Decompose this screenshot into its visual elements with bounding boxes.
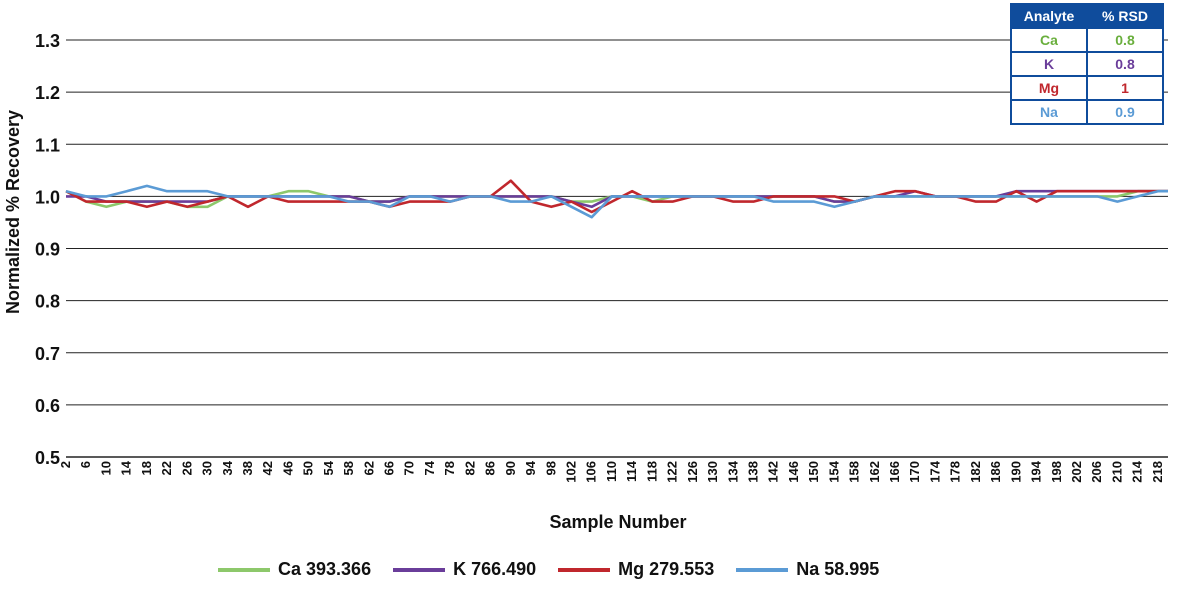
x-tick-label: 94 [523,460,538,475]
table-row: Na 0.9 [1010,99,1164,125]
x-tick-label: 114 [624,460,639,482]
x-tick-label: 90 [503,461,518,475]
y-tick-label: 0.9 [35,240,60,260]
x-tick-label: 158 [847,461,862,483]
legend-swatch [218,567,270,572]
legend-item-k: K 766.490 [393,559,536,580]
x-tick-label: 38 [240,461,255,475]
x-tick-label: 130 [705,461,720,483]
x-tick-label: 106 [584,461,599,483]
x-tick-label: 26 [179,461,194,475]
x-tick-label: 42 [260,461,275,475]
x-axis-title: Sample Number [549,512,686,532]
table-row: K 0.8 [1010,51,1164,77]
x-tick-label: 218 [1150,461,1165,483]
y-tick-label: 1.1 [35,135,60,155]
table-row: Ca 0.8 [1010,27,1164,53]
x-tick-label: 186 [988,461,1003,483]
x-tick-label: 110 [604,461,619,482]
y-tick-label: 1.0 [35,187,60,207]
x-tick-label: 78 [442,461,457,475]
x-tick-label: 102 [564,461,579,483]
rsd-table: Analyte % RSD Ca 0.8 K 0.8 Mg 1 Na 0.9 [1010,3,1164,125]
x-tick-label: 14 [119,460,134,475]
y-tick-label: 0.7 [35,344,60,364]
legend-item-mg: Mg 279.553 [558,559,714,580]
x-tick-label: 22 [159,461,174,475]
rsd-cell: 0.9 [1086,99,1164,125]
x-tick-label: 206 [1089,461,1104,483]
x-tick-label: 34 [220,460,235,475]
legend-label: K 766.490 [453,559,537,579]
x-tick-label: 74 [422,460,437,475]
x-tick-label: 62 [361,461,376,475]
series-line-na [65,184,1168,219]
y-tick-label: 1.2 [35,83,60,103]
y-axis-title: Normalized % Recovery [3,110,23,314]
y-tick-label: 1.3 [35,31,60,51]
legend-item-ca: Ca 393.366 [218,559,371,580]
y-tick-label: 0.5 [35,448,60,468]
legend-label: Ca 393.366 [278,559,372,579]
x-tick-label: 126 [685,461,700,483]
analyte-column-header: Analyte [1010,3,1088,29]
rsd-table-header-row: Analyte % RSD [1010,3,1164,29]
analyte-cell: Mg [1010,75,1088,101]
x-tick-label: 46 [280,461,295,475]
x-tick-label: 214 [1130,460,1145,482]
x-tick-label: 174 [927,460,942,482]
x-tick-label: 86 [483,461,498,475]
x-tick-label: 142 [766,461,781,483]
x-tick-label: 2 [58,461,73,468]
x-tick-label: 194 [1029,460,1044,482]
x-tick-label: 182 [968,461,983,483]
x-tick-label: 162 [867,461,882,483]
analyte-cell: Na [1010,99,1088,125]
chart-legend: Ca 393.366 K 766.490 Mg 279.553 Na 58.99… [218,559,901,580]
rsd-cell: 0.8 [1086,51,1164,77]
x-tick-label: 98 [543,461,558,475]
x-tick-label: 30 [200,461,215,475]
x-tick-label: 134 [725,460,740,482]
rsd-cell: 0.8 [1086,27,1164,53]
x-tick-label: 198 [1049,461,1064,483]
legend-label: Na 58.995 [796,559,880,579]
y-tick-label: 0.8 [35,292,60,312]
x-tick-label: 210 [1109,461,1124,483]
analyte-cell: K [1010,51,1088,77]
x-tick-label: 146 [786,461,801,483]
x-tick-label: 82 [462,461,477,475]
y-tick-label: 0.6 [35,396,60,416]
x-tick-label: 18 [139,461,154,475]
x-tick-label: 170 [907,461,922,483]
x-tick-label: 50 [301,461,316,475]
legend-item-na: Na 58.995 [736,559,879,580]
x-tick-label: 154 [826,460,841,482]
x-tick-label: 202 [1069,461,1084,483]
x-tick-label: 166 [887,461,902,483]
x-tick-label: 66 [382,461,397,475]
x-tick-label: 6 [78,461,93,468]
legend-swatch [393,567,446,572]
x-tick-label: 54 [321,460,336,475]
x-tick-label: 178 [948,461,963,483]
legend-label: Mg 279.553 [618,559,715,579]
x-tick-label: 122 [665,461,680,483]
rsd-column-header: % RSD [1086,3,1164,29]
analyte-cell: Ca [1010,27,1088,53]
x-tick-label: 70 [402,461,417,475]
legend-swatch [736,567,789,572]
x-tick-label: 150 [806,461,821,483]
table-row: Mg 1 [1010,75,1164,101]
rsd-cell: 1 [1086,75,1164,101]
x-tick-label: 58 [341,461,356,475]
x-tick-label: 10 [98,461,113,475]
x-tick-label: 118 [644,461,659,482]
x-tick-label: 138 [745,461,760,483]
legend-swatch [558,567,611,572]
x-tick-label: 190 [1008,461,1023,483]
